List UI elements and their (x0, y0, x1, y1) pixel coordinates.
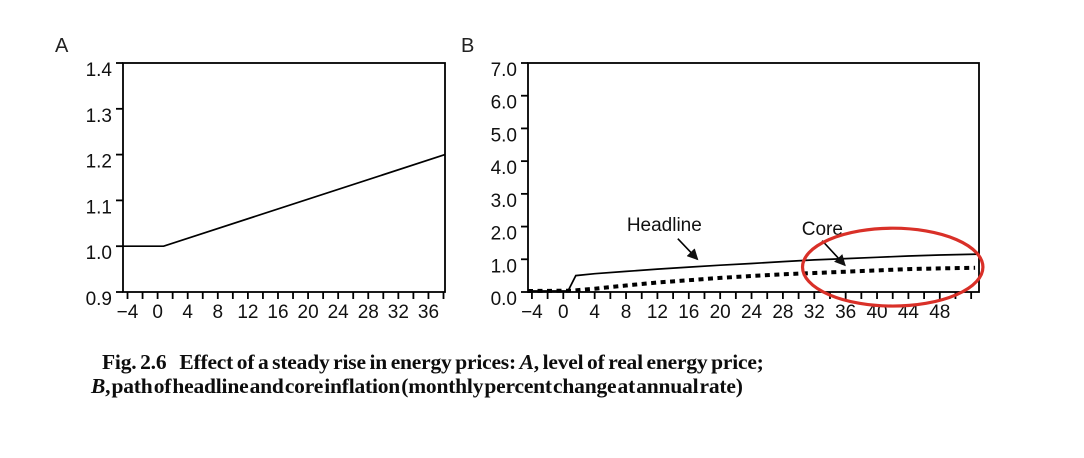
caption-panel-b-ref: B (91, 374, 106, 398)
x-tick-label: 20 (298, 302, 319, 323)
figure-caption-line-2: B, path of headline and core inflation (… (91, 374, 743, 399)
y-tick-label: 0.9 (86, 289, 112, 310)
caption-text: , level of real energy price; (533, 350, 764, 374)
y-tick-label: 6.0 (491, 93, 517, 114)
panel-a-chart: 0.9 1.0 1.1 1.2 1.3 1.4 −4 0 4 8 12 16 20 24 28 32 36 (86, 60, 446, 323)
charts-canvas: 0.91.01.11.21.31.4−4 0 4 8 12 16 20 24 28 32 360.0… (86, 60, 985, 323)
panel-b-label: B (461, 35, 475, 57)
figure-number: Fig. 2.6 (102, 350, 167, 374)
x-tick-label: −4 (117, 302, 139, 323)
highlight-ellipse (800, 226, 985, 308)
x-tick-label: 20 (710, 302, 731, 323)
x-tick-label: 28 (772, 302, 793, 323)
y-tick-label: 1.3 (86, 106, 112, 127)
y-tick-label: 1.2 (86, 152, 112, 173)
core-annotation-label: Core (802, 219, 843, 240)
y-tick-label: 1.0 (491, 256, 517, 277)
caption-panel-a-ref: A (519, 350, 534, 374)
x-tick-label: 48 (929, 302, 950, 323)
x-tick-label: 12 (647, 302, 668, 323)
x-tick-label: 28 (358, 302, 379, 323)
figure-caption-line-1: Fig. 2.6 Effect of a steady rise in energ… (102, 350, 764, 375)
y-tick-label: 1.4 (86, 60, 113, 81)
x-tick-label: 24 (328, 302, 350, 323)
plot-border (527, 62, 980, 293)
y-tick-label: 0.0 (491, 289, 517, 310)
x-tick-label: 4 (589, 302, 600, 323)
x-tick-label: 36 (418, 302, 439, 323)
panel-b-chart: 0.01.02.03.04.05.06.07.0−4 0 4 8 12 16 20 24 28 3… (491, 60, 985, 323)
y-tick-label: 1.1 (86, 197, 112, 218)
y-tick-label: 1.0 (86, 243, 112, 264)
y-tick-label: 2.0 (491, 224, 517, 245)
x-tick-label: 32 (388, 302, 409, 323)
core-series-line (527, 265, 976, 293)
x-tick-label: 0 (152, 302, 163, 323)
caption-text: , path of headline and core inflation (m… (105, 374, 743, 398)
y-tick-label: 3.0 (491, 191, 517, 212)
x-tick-label: −4 (521, 302, 543, 323)
headline-annotation-arrow (677, 238, 699, 261)
x-tick-label: 16 (267, 302, 288, 323)
x-tick-label: 8 (621, 302, 632, 323)
panel-a-label: A (55, 35, 69, 57)
plot-border (122, 62, 446, 293)
x-tick-label: 16 (678, 302, 699, 323)
x-tick-label: 12 (237, 302, 258, 323)
y-tick-label: 4.0 (491, 158, 517, 179)
x-tick-label: 0 (558, 302, 569, 323)
y-tick-label: 7.0 (491, 60, 517, 81)
x-tick-label: 32 (804, 302, 825, 323)
headline-annotation-label: Headline (627, 215, 702, 236)
caption-text: Effect of a steady rise in energy prices… (179, 350, 520, 374)
y-tick-label: 5.0 (491, 125, 517, 146)
x-tick-label: 36 (835, 302, 856, 323)
x-tick-label: 24 (741, 302, 763, 323)
headline-series-line (528, 253, 980, 292)
core-annotation-arrow (821, 240, 846, 267)
x-tick-label: 4 (182, 302, 193, 323)
x-tick-label: 8 (213, 302, 224, 323)
real-energy-price-series-line (123, 153, 446, 248)
